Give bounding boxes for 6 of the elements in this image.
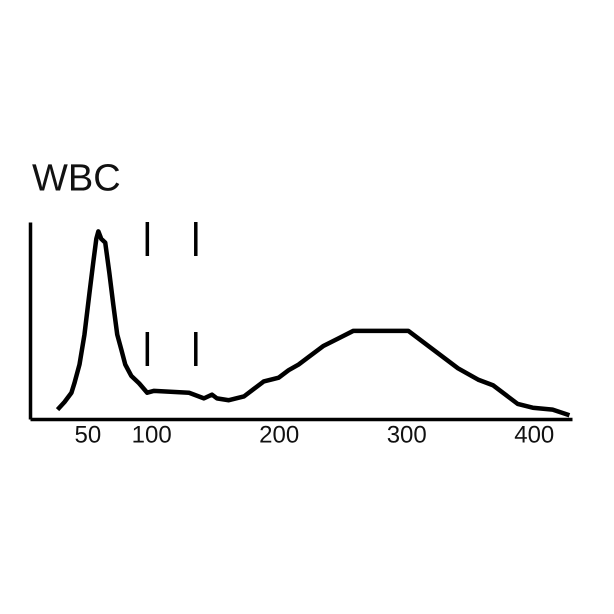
x-tick-label: 50 — [74, 422, 102, 448]
x-tick-label: 100 — [132, 422, 172, 448]
x-tick-label: 400 — [514, 422, 554, 448]
x-tick-label: 300 — [386, 422, 427, 448]
chart-title: WBC — [32, 157, 121, 200]
x-tick-label: 200 — [259, 422, 300, 448]
